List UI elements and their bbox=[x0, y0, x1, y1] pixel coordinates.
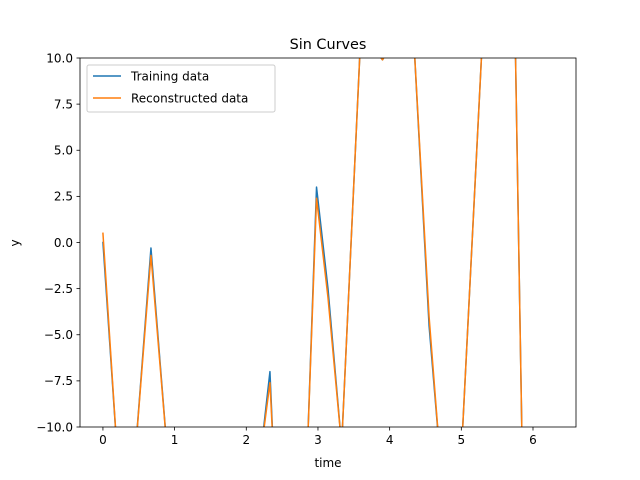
y-axis-label: y bbox=[8, 239, 22, 246]
y-tick-label: −7.5 bbox=[44, 374, 73, 388]
chart-title: Sin Curves bbox=[290, 37, 367, 53]
y-tick-label: 7.5 bbox=[54, 97, 73, 111]
y-tick-label: −2.5 bbox=[44, 282, 73, 296]
x-tick-label: 3 bbox=[314, 433, 322, 447]
y-tick-label: 5.0 bbox=[54, 144, 73, 158]
y-tick-label: −10.0 bbox=[36, 420, 73, 434]
legend: Training data Reconstructed data bbox=[86, 64, 276, 113]
x-tick-label: 0 bbox=[99, 433, 107, 447]
y-tick-label: 10.0 bbox=[46, 51, 73, 65]
y-axis-ticks: −10.0 −7.5 −5.0 −2.5 0.0 2.5 5.0 7.5 10.0 bbox=[36, 51, 80, 434]
y-tick-label: 2.5 bbox=[54, 190, 73, 204]
series-line-reconstructed bbox=[102, 58, 523, 427]
x-tick-label: 5 bbox=[457, 433, 465, 447]
x-axis-label: time bbox=[314, 456, 341, 470]
legend-label-training: Training data bbox=[130, 70, 209, 84]
x-tick-label: 6 bbox=[529, 433, 537, 447]
legend-label-reconstructed: Reconstructed data bbox=[131, 92, 248, 106]
x-tick-label: 2 bbox=[242, 433, 250, 447]
y-tick-label: −5.0 bbox=[44, 328, 73, 342]
series-layer bbox=[102, 58, 523, 427]
y-tick-label: 0.0 bbox=[54, 236, 73, 250]
x-axis-ticks: 0 1 2 3 4 5 6 bbox=[99, 427, 537, 447]
x-tick-label: 1 bbox=[171, 433, 179, 447]
x-tick-label: 4 bbox=[386, 433, 394, 447]
legend-frame bbox=[86, 64, 276, 113]
plot-area bbox=[80, 58, 576, 427]
